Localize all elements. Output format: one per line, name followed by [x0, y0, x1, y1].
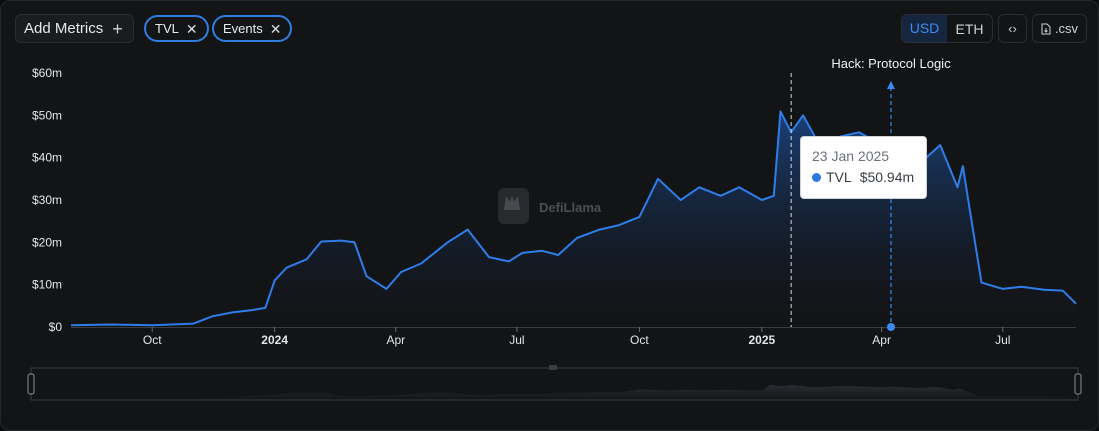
add-metrics-button[interactable]: Add Metrics + — [15, 14, 134, 43]
x-tick-label: Jul — [509, 333, 524, 347]
file-download-icon — [1041, 23, 1051, 34]
plus-icon: + — [112, 18, 123, 39]
tooltip-date: 23 Jan 2025 — [812, 148, 890, 164]
events-layer: Hack: Protocol Logic — [831, 56, 951, 331]
csv-download-button[interactable]: .csv — [1032, 14, 1087, 43]
x-tick-label: Apr — [872, 333, 891, 347]
event-arrow-icon — [886, 81, 895, 89]
watermark-text: DefiLlama — [539, 200, 602, 215]
y-tick-label: $30m — [32, 193, 62, 207]
chart-tooltip: 23 Jan 2025 TVL $50.94m — [800, 136, 927, 199]
chip-label: TVL — [155, 21, 179, 36]
x-tick-label: Jul — [995, 333, 1010, 347]
code-brackets-icon: ‹› — [1008, 21, 1017, 36]
event-label: Hack: Protocol Logic — [831, 56, 951, 71]
y-tick-label: $10m — [32, 278, 62, 292]
currency-usd-button[interactable]: USD — [902, 15, 947, 42]
chip-tvl[interactable]: TVL ✕ — [144, 15, 209, 42]
close-icon[interactable]: ✕ — [185, 20, 198, 37]
chip-events[interactable]: Events ✕ — [212, 15, 293, 42]
currency-toggle: USD ETH — [901, 14, 993, 43]
defillama-watermark: DefiLlama — [498, 188, 602, 224]
tooltip-value: $50.94m — [859, 169, 915, 185]
currency-eth-button[interactable]: ETH — [955, 20, 984, 37]
y-tick-label: $40m — [32, 151, 62, 165]
close-icon[interactable]: ✕ — [269, 20, 282, 37]
y-axis: $0 $10m $20m $30m $40m $50m $60m — [32, 66, 62, 334]
range-brush[interactable] — [27, 365, 1082, 401]
x-axis: Oct 2024 Apr Jul Oct 2025 Apr Jul — [71, 327, 1076, 347]
brush-right-handle[interactable] — [1074, 373, 1082, 395]
brush-top-handle[interactable] — [549, 365, 557, 370]
brush-preview-area — [32, 384, 1077, 399]
y-tick-label: $0 — [49, 320, 63, 334]
embed-button[interactable]: ‹› — [998, 14, 1027, 43]
csv-label: .csv — [1054, 21, 1079, 36]
x-tick-label: Oct — [143, 333, 162, 347]
x-tick-label: Oct — [630, 333, 649, 347]
y-tick-label: $60m — [32, 66, 62, 80]
chip-label: Events — [223, 21, 263, 36]
y-tick-label: $20m — [32, 235, 62, 249]
event-marker — [886, 323, 895, 331]
y-tick-label: $50m — [32, 108, 62, 122]
tooltip-series: TVL — [826, 169, 852, 185]
add-metrics-label: Add Metrics — [24, 20, 104, 37]
x-tick-label: 2024 — [261, 333, 288, 347]
x-tick-label: 2025 — [749, 333, 776, 347]
series-dot — [812, 172, 821, 182]
brush-left-handle[interactable] — [27, 373, 35, 395]
tvl-line — [70, 110, 1077, 327]
x-tick-label: Apr — [386, 333, 405, 347]
